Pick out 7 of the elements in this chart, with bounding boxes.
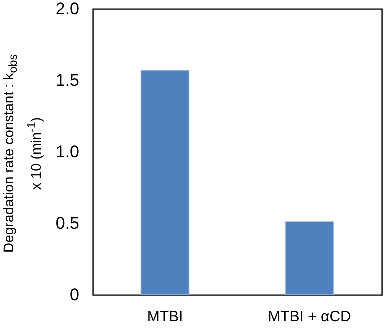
y-tick-label: 1.5 xyxy=(56,71,80,90)
y-tick-label: 0.5 xyxy=(56,214,80,233)
x-tick-label: MTBI + αCD xyxy=(268,308,352,326)
y-tick-label: 1.0 xyxy=(56,142,80,162)
x-tick-label: MTBI xyxy=(147,308,184,326)
y-tick-label: 2.0 xyxy=(56,0,80,18)
y-tick-label: 0 xyxy=(70,286,80,304)
